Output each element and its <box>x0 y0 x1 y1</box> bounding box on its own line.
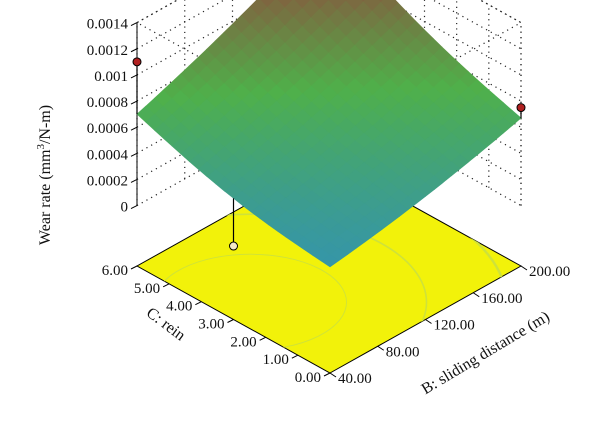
x-tick-label: 40.00 <box>338 371 372 387</box>
y-tick <box>324 373 330 376</box>
z-tick-label: 0.0004 <box>87 147 129 163</box>
y-tick-label: 3.00 <box>198 317 224 333</box>
z-tick <box>131 101 137 104</box>
design-point <box>230 242 238 250</box>
z-tick <box>131 49 137 52</box>
z-axis-title-prefix: Wear rate (mm <box>37 149 54 245</box>
x-tick-label: 80.00 <box>386 344 420 360</box>
response-surface <box>137 0 521 267</box>
z-tick <box>131 75 137 78</box>
z-tick-label: 0.001 <box>94 69 128 85</box>
z-tick-label: 0.0006 <box>87 121 129 137</box>
y-tick <box>163 284 169 287</box>
x-tick <box>473 293 479 297</box>
z-tick <box>131 206 137 209</box>
y-tick <box>228 320 234 323</box>
x-tick <box>330 373 336 377</box>
y-tick-label: 2.00 <box>230 334 256 350</box>
z-axis-title: Wear rate (mm3/N-m) <box>35 105 54 245</box>
y-tick <box>260 337 266 340</box>
y-tick-label: 0.00 <box>295 370 321 386</box>
z-tick-label: 0.0002 <box>87 173 128 189</box>
z-tick <box>131 153 137 156</box>
x-tick <box>521 266 527 270</box>
y-tick-label: 6.00 <box>102 263 128 279</box>
design-point <box>517 104 525 112</box>
x-tick-label: 160.00 <box>481 291 522 307</box>
design-point <box>133 58 141 66</box>
z-tick-label: 0.0012 <box>87 43 128 59</box>
y-tick-label: 1.00 <box>263 352 289 368</box>
z-tick-label: 0.0008 <box>87 95 128 111</box>
y-tick <box>292 355 298 358</box>
z-tick-label: 0.0014 <box>87 17 129 33</box>
y-tick <box>195 302 201 305</box>
x-tick-label: 200.00 <box>529 264 570 280</box>
z-tick-label: 0 <box>121 200 129 216</box>
x-tick-label: 120.00 <box>434 318 475 334</box>
y-tick <box>131 266 137 269</box>
x-tick <box>426 320 432 324</box>
z-tick <box>131 23 137 26</box>
z-tick <box>131 179 137 182</box>
x-tick <box>378 346 384 350</box>
z-tick <box>131 127 137 130</box>
z-axis-title-suffix: /N-m) <box>37 105 54 144</box>
y-tick-label: 4.00 <box>166 299 192 315</box>
y-tick-label: 5.00 <box>134 281 160 297</box>
